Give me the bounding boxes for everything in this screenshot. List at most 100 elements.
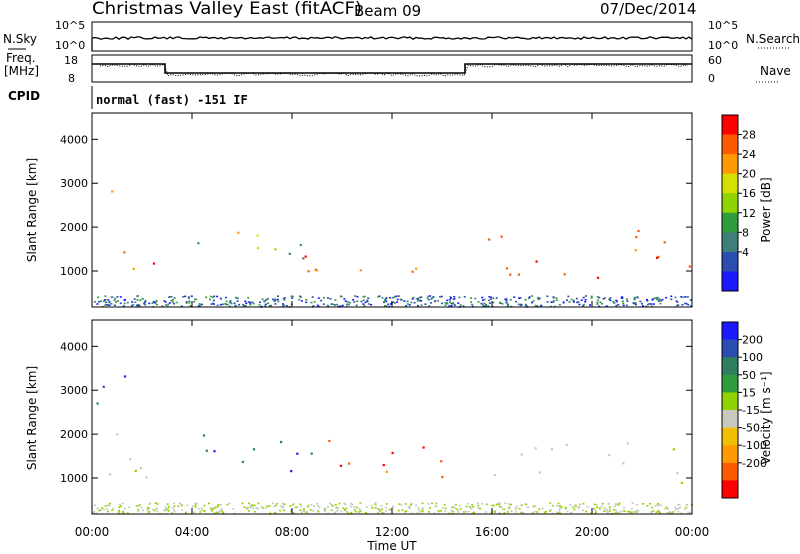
heat-cell	[451, 510, 453, 513]
heat-cell	[213, 450, 216, 453]
heat-cell	[133, 298, 136, 300]
colorbar-tick-label: 20	[742, 168, 756, 181]
heat-cell	[601, 502, 604, 505]
heat-cell	[131, 301, 134, 303]
heat-cell	[235, 296, 237, 299]
heat-cell	[151, 508, 154, 511]
heat-cell	[687, 303, 690, 306]
heat-cell	[163, 300, 166, 302]
heat-cell	[389, 297, 392, 299]
heat-cell	[346, 511, 348, 513]
heat-cell	[595, 504, 598, 506]
heat-cell	[437, 300, 440, 302]
heat-cell	[242, 304, 244, 306]
heat-cell	[355, 506, 358, 509]
heat-cell	[453, 298, 456, 300]
heat-cell	[524, 503, 526, 505]
heat-cell	[657, 297, 660, 300]
power-colorbar: 28 24 20 16 12 8 4	[721, 114, 756, 292]
heat-cell	[384, 300, 386, 302]
heat-cell	[363, 304, 366, 307]
heat-cell	[652, 303, 655, 305]
heat-cell	[338, 502, 341, 505]
heat-cell	[256, 247, 259, 250]
heat-cell	[167, 510, 170, 512]
heat-cell	[110, 303, 113, 305]
heat-cell	[219, 503, 222, 506]
heat-cell	[448, 298, 451, 301]
heat-cell	[202, 434, 206, 437]
heat-cell	[381, 508, 384, 511]
heat-cell	[446, 299, 449, 302]
heat-cell	[617, 504, 620, 506]
heat-cell	[146, 508, 149, 511]
heat-cell	[310, 503, 313, 506]
heat-cell	[400, 299, 403, 301]
heat-cell	[216, 511, 218, 514]
heat-cell	[216, 295, 219, 298]
heat-cell	[599, 301, 602, 304]
heat-cell	[251, 504, 254, 506]
heat-cell	[538, 297, 541, 300]
power-y-axis-title: Slant Range [km]	[25, 158, 39, 262]
heat-cell	[377, 512, 379, 515]
heat-cell	[250, 506, 253, 508]
heat-cell	[403, 300, 406, 302]
colorbar-swatch	[722, 212, 738, 233]
heat-cell	[646, 505, 649, 507]
heat-cell	[99, 509, 102, 511]
heat-cell	[498, 504, 501, 506]
heat-cell	[166, 503, 169, 505]
heat-cell	[170, 295, 173, 298]
heat-cell	[380, 511, 383, 514]
heat-cell	[531, 295, 534, 297]
heat-cell	[188, 301, 191, 304]
heat-cell	[555, 299, 558, 301]
heat-cell	[485, 503, 488, 506]
heat-cell	[273, 505, 276, 508]
heat-cell	[503, 508, 506, 511]
heat-cell	[305, 301, 308, 304]
heat-cell	[687, 511, 690, 514]
heat-cell	[233, 302, 236, 305]
heat-cell	[236, 300, 239, 302]
heat-cell	[492, 301, 495, 304]
heat-cell	[331, 505, 334, 507]
heat-cell	[574, 505, 577, 508]
heat-cell	[211, 509, 213, 512]
heat-cell	[137, 510, 140, 513]
heat-cell	[634, 249, 637, 252]
heat-cell	[685, 506, 688, 509]
heat-cell	[316, 304, 319, 307]
heat-cell	[300, 300, 303, 302]
heat-cell	[184, 295, 187, 298]
heat-cell	[282, 305, 285, 307]
heat-cell	[458, 504, 461, 507]
heat-cell	[214, 506, 217, 509]
heat-cell	[391, 451, 394, 455]
heat-cell	[582, 509, 585, 512]
heat-cell	[418, 509, 420, 511]
heat-cell	[111, 190, 114, 193]
heat-cell	[568, 301, 571, 303]
nave-tick-top: 60	[708, 54, 722, 67]
heat-cell	[265, 299, 268, 301]
heat-cell	[505, 300, 508, 302]
heat-cell	[419, 296, 421, 299]
heat-cell	[566, 510, 569, 513]
heat-cell	[164, 301, 167, 303]
heat-cell	[138, 504, 141, 506]
heat-cell	[170, 512, 173, 515]
heat-cell	[648, 303, 651, 305]
velocity-heatmap	[92, 375, 693, 515]
heat-cell	[553, 305, 556, 308]
heat-cell	[126, 512, 129, 515]
heat-cell	[209, 507, 212, 510]
heat-cell	[190, 295, 193, 297]
colorbar-swatch	[722, 392, 738, 411]
heat-cell	[680, 296, 683, 298]
heat-cell	[417, 304, 419, 307]
heat-cell	[148, 503, 151, 506]
heat-cell	[285, 304, 288, 307]
heat-cell	[596, 303, 599, 305]
